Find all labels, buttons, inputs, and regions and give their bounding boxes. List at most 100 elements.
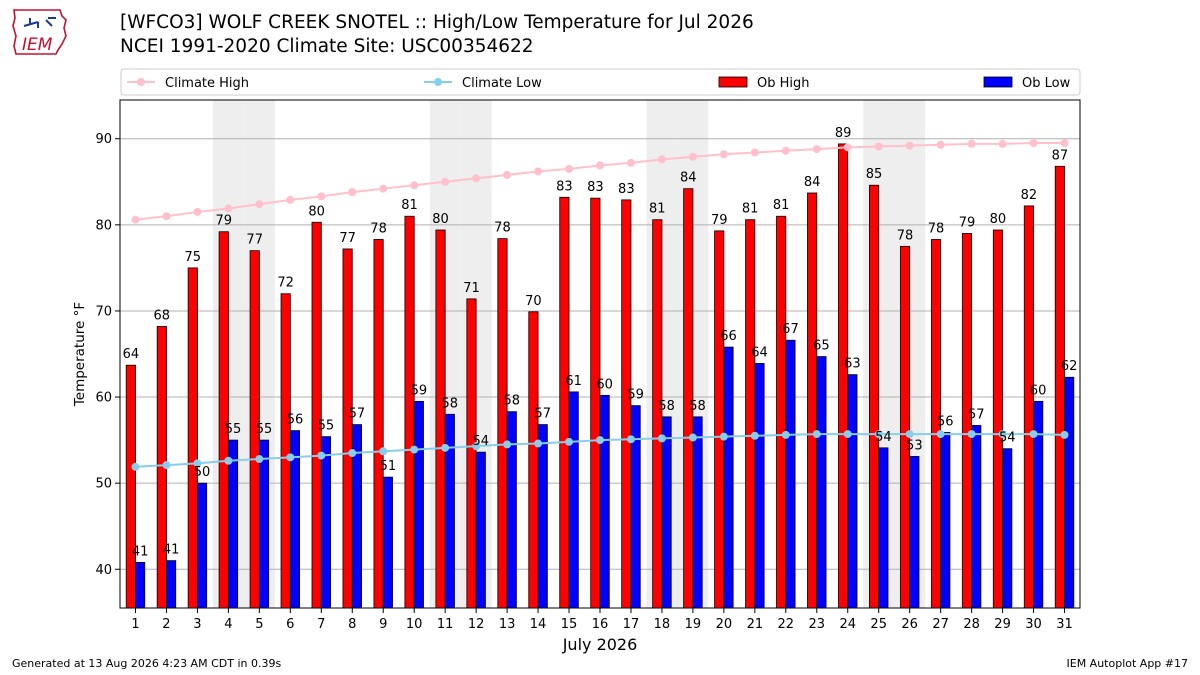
ob-low-label: 51 (380, 459, 397, 474)
climate-high-point (193, 207, 202, 216)
climate-high-point (936, 140, 945, 149)
ob-high-bar (621, 199, 632, 609)
ob-low-bar (382, 476, 393, 609)
ob-low-label: 59 (411, 383, 428, 398)
ob-high-label: 81 (773, 198, 790, 213)
ob-low-label: 55 (225, 422, 242, 437)
climate-high-point (998, 139, 1007, 148)
climate-high-point (719, 150, 728, 159)
climate-low-point (688, 433, 697, 442)
climate-low-point (596, 436, 604, 445)
climate-low-point (472, 442, 481, 451)
ob-low-label: 55 (256, 422, 273, 437)
ob-low-bar (971, 425, 982, 609)
ob-high-label: 87 (1052, 148, 1069, 163)
ob-low-label: 50 (194, 465, 211, 480)
ob-high-label: 78 (494, 221, 511, 236)
climate-high-point (812, 145, 821, 154)
x-tick-label: 11 (437, 617, 454, 632)
x-tick-label: 26 (901, 617, 918, 632)
ob-low-label: 58 (689, 399, 706, 414)
ob-low-bar (258, 439, 270, 609)
y-axis-label: Temperature °F (72, 302, 88, 407)
generated-note: Generated at 13 Aug 2026 4:23 AM CDT in … (12, 657, 282, 670)
y-tick-label: 60 (95, 391, 112, 406)
y-tick-label: 50 (95, 477, 112, 492)
climate-low-point (1029, 430, 1038, 439)
legend-climate-low-label: Climate Low (462, 76, 542, 91)
climate-high-point (657, 155, 666, 164)
climate-high-point (843, 143, 852, 152)
ob-high-label: 84 (804, 175, 821, 190)
ob-low-label: 61 (565, 374, 582, 389)
ob-low-bar (166, 560, 177, 609)
climate-high-point (781, 146, 790, 155)
ob-low-label: 56 (937, 414, 954, 429)
ob-high-label: 83 (556, 179, 573, 194)
ob-high-label: 80 (308, 204, 325, 219)
ob-high-label: 68 (154, 308, 171, 323)
ob-high-bar (280, 293, 291, 609)
climate-high-point (503, 170, 512, 179)
ob-high-bar (435, 229, 446, 609)
iem-logo: IEM (12, 9, 67, 55)
climate-low-point (843, 430, 852, 439)
climate-high-point (905, 141, 914, 150)
climate-low-point (410, 445, 419, 454)
climate-low-point (905, 430, 914, 439)
climate-low-point (379, 447, 388, 456)
ob-high-bar (528, 311, 539, 609)
ob-low-label: 57 (534, 407, 551, 422)
ob-high-bar (745, 219, 756, 609)
ob-high-bar (1023, 205, 1034, 609)
ob-high-label: 89 (835, 126, 852, 141)
climate-high-point (224, 204, 233, 213)
ob-high-bar (1054, 165, 1065, 609)
ob-low-bar (1064, 376, 1075, 609)
ob-low-label: 41 (132, 544, 149, 559)
ob-low-bar (661, 416, 672, 609)
climate-low-point (131, 462, 140, 471)
legend-climate-low-marker (434, 78, 442, 86)
ob-high-bar (218, 231, 229, 609)
ob-low-bar (909, 456, 920, 609)
ob-low-label: 62 (1061, 359, 1078, 374)
x-tick-label: 21 (747, 617, 764, 632)
iowa-state-outline (12, 9, 67, 55)
x-axis-label: July 2026 (562, 635, 638, 654)
y-tick-label: 70 (95, 304, 112, 319)
ob-low-label: 58 (658, 399, 675, 414)
legend-climate-high-marker (137, 78, 145, 86)
ob-low-label: 67 (782, 322, 799, 337)
ob-high-label: 64 (123, 347, 140, 362)
ob-high-bar (466, 298, 477, 609)
ob-high-bar (899, 245, 911, 609)
ob-low-bar (135, 561, 146, 609)
ob-high-label: 81 (401, 198, 418, 213)
legend-ob-low-swatch (983, 76, 1013, 88)
legend-ob-high-label: Ob High (757, 76, 810, 91)
climate-low-point (162, 461, 171, 470)
ob-low-bar (723, 346, 734, 609)
ob-high-label: 79 (711, 213, 728, 228)
ob-low-bar (475, 451, 486, 609)
climate-high-point (162, 212, 171, 221)
climate-low-point (441, 443, 450, 452)
ob-high-label: 81 (649, 202, 666, 217)
weather-station-icon (23, 17, 56, 28)
x-tick-label: 30 (1025, 617, 1042, 632)
ob-high-label: 83 (618, 182, 635, 197)
climate-low-point (286, 453, 295, 462)
climate-high-point (286, 195, 295, 204)
ob-low-label: 57 (968, 407, 985, 422)
ob-high-label: 83 (587, 180, 604, 195)
ob-low-label: 66 (720, 329, 737, 344)
x-tick-label: 16 (592, 617, 609, 632)
x-tick-label: 25 (870, 617, 887, 632)
x-tick-label: 22 (778, 617, 795, 632)
climate-high-point (534, 167, 543, 176)
ob-low-label: 65 (813, 339, 830, 354)
climate-high-point (131, 215, 140, 224)
climate-high-point (1060, 139, 1069, 148)
